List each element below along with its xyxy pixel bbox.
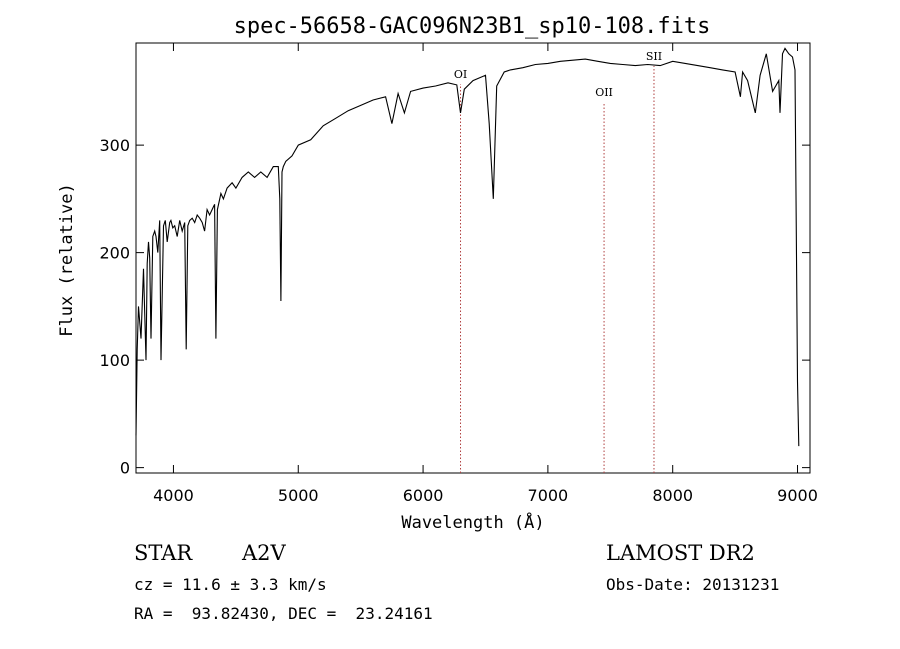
y-tick-label: 300	[99, 136, 130, 155]
x-tick-label: 4000	[153, 486, 194, 505]
line-label-sii: SII	[646, 50, 662, 63]
line-label-oi: OI	[454, 68, 467, 81]
y-axis: 0 100 200 300	[99, 136, 810, 478]
y-axis-label: Flux (relative)	[57, 183, 77, 337]
line-label-oii: OII	[595, 86, 613, 99]
spectral-line-markers: OI OII SII	[454, 50, 662, 473]
x-axis: 4000 5000 6000 7000 8000 9000	[153, 43, 818, 505]
redshift-text: cz = 11.6 ± 3.3 km/s	[134, 575, 327, 594]
x-tick-label: 6000	[403, 486, 444, 505]
x-tick-label: 7000	[528, 486, 569, 505]
coordinates-text: RA = 93.82430, DEC = 23.24161	[134, 604, 433, 623]
x-tick-label: 5000	[278, 486, 319, 505]
obs-date: Obs-Date: 20131231	[606, 575, 779, 594]
y-tick-label: 200	[99, 244, 130, 263]
object-subclass: A2V	[241, 541, 287, 565]
chart-title: spec-56658-GAC096N23B1_sp10-108.fits	[234, 14, 711, 39]
flux-series-line	[135, 47, 800, 447]
plot-frame	[135, 42, 811, 474]
x-tick-label: 8000	[652, 486, 693, 505]
y-tick-label: 0	[120, 459, 130, 478]
x-tick-label: 9000	[777, 486, 818, 505]
survey-name: LAMOST DR2	[606, 541, 755, 565]
y-tick-label: 100	[99, 351, 130, 370]
object-type: STAR	[134, 541, 193, 565]
x-axis-label: Wavelength (Å)	[401, 511, 544, 533]
